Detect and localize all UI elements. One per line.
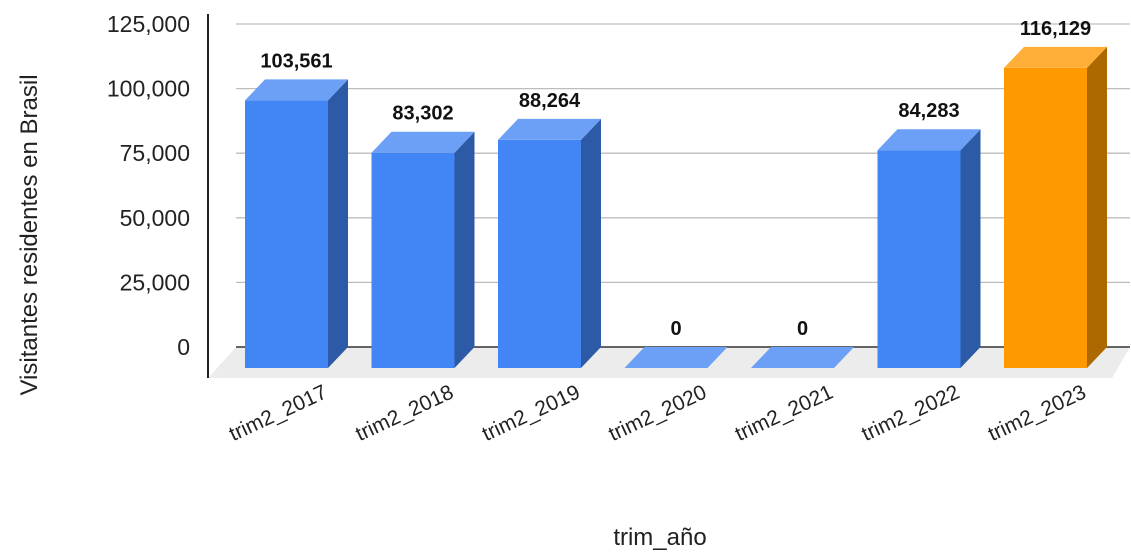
bar <box>1004 46 1107 368</box>
bar <box>371 131 475 368</box>
data-label: 103,561 <box>260 50 332 72</box>
bar-front <box>498 139 581 368</box>
bar-top <box>624 347 728 368</box>
bar <box>751 347 854 368</box>
y-tick-label: 50,000 <box>120 205 190 231</box>
bar <box>624 347 728 368</box>
x-tick-label: trim2_2017 <box>226 381 331 446</box>
bar-top <box>498 118 601 140</box>
y-tick-label: 25,000 <box>120 269 190 295</box>
bar-front <box>1004 67 1087 368</box>
data-label: 0 <box>670 318 681 340</box>
bar-front <box>245 100 328 368</box>
y-tick-label: 0 <box>177 334 190 360</box>
bar-top <box>1004 46 1107 68</box>
x-tick-label: trim2_2021 <box>732 381 837 446</box>
x-tick-label: trim2_2019 <box>479 381 584 446</box>
data-label: 116,129 <box>1020 18 1091 40</box>
bars <box>245 46 1107 368</box>
y-tick-label: 100,000 <box>107 76 190 102</box>
bar-top <box>877 129 981 151</box>
y-tick-label: 75,000 <box>120 140 190 166</box>
gridlines <box>236 23 1130 348</box>
y-axis-title: Visitantes residentes en Brasil <box>16 74 43 395</box>
bar-side <box>581 118 601 368</box>
bar-top <box>371 131 475 153</box>
bar <box>877 129 981 368</box>
y-tick-labels: 0 25,000 50,000 75,000 100,000 125,000 <box>107 11 190 360</box>
data-labels: 103,561 83,302 88,264 0 0 84,283 116,129 <box>260 18 1091 340</box>
data-label: 83,302 <box>392 103 453 125</box>
bar-top <box>245 79 348 101</box>
bar <box>498 118 601 368</box>
x-tick-label: trim2_2018 <box>352 381 457 446</box>
y-tick-label: 125,000 <box>107 11 190 37</box>
bar <box>245 79 348 368</box>
x-tick-label: trim2_2022 <box>858 381 963 446</box>
data-label: 84,283 <box>898 100 959 122</box>
bar-front <box>877 150 961 368</box>
bar-side <box>1087 46 1107 368</box>
x-tick-label: trim2_2020 <box>605 381 710 446</box>
bar-side <box>328 79 348 368</box>
bar-front <box>371 152 455 368</box>
data-label: 88,264 <box>519 90 581 112</box>
bar-top <box>751 347 854 368</box>
bar-side <box>960 129 981 368</box>
x-axis-title: trim_año <box>613 524 706 551</box>
x-tick-label: trim2_2023 <box>985 381 1090 446</box>
x-tick-labels: trim2_2017 trim2_2018 trim2_2019 trim2_2020… <box>226 381 1090 446</box>
bar-side <box>454 131 475 368</box>
data-label: 0 <box>797 318 808 340</box>
